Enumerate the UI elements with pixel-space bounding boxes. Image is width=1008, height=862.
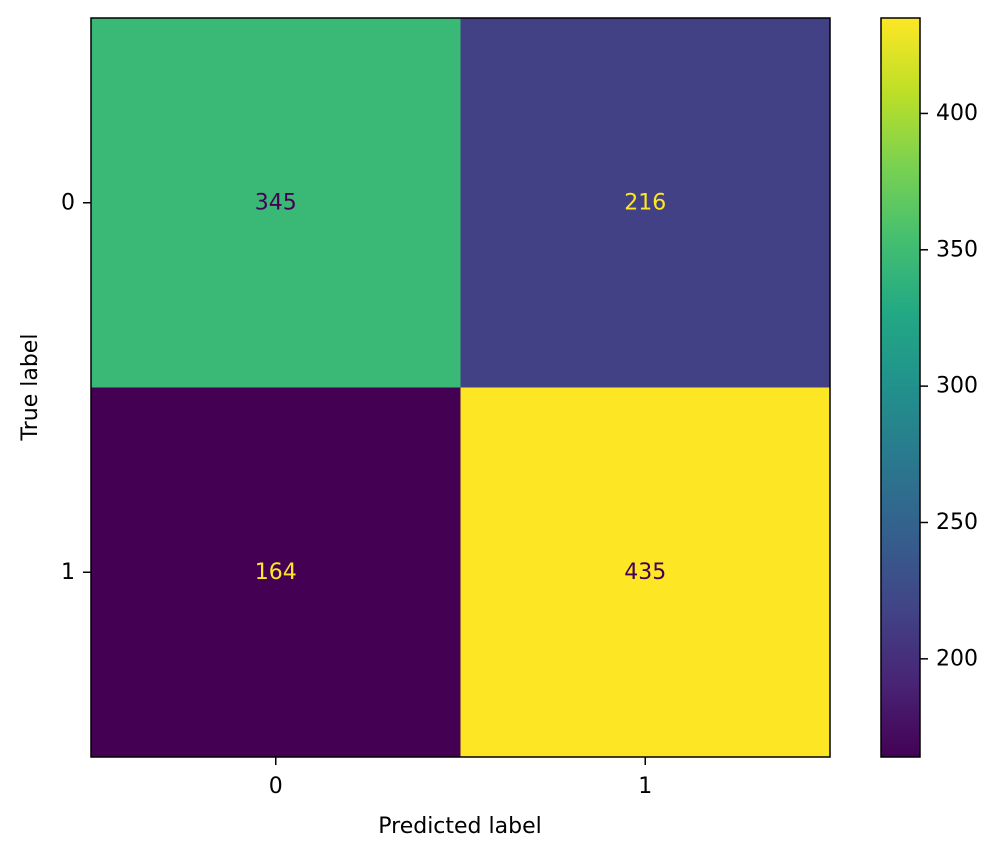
plot-frame xyxy=(90,17,831,758)
heatmap-cell-0-0 xyxy=(91,18,461,388)
colorbar-tick-label-250: 250 xyxy=(936,510,978,535)
heatmap-cell-0-1 xyxy=(460,18,830,388)
colorbar-tick-label-350: 350 xyxy=(936,237,978,262)
cell-value-label-0-1: 216 xyxy=(624,190,666,215)
heatmap-cell-1-0 xyxy=(91,387,461,757)
x-axis-label: Predicted label xyxy=(378,814,541,839)
colorbar: 200 250 300 350 400 xyxy=(880,17,978,758)
y-axis-ticks: 01 xyxy=(61,190,91,585)
y-tick-label-1: 1 xyxy=(61,560,75,585)
x-tick-label-1: 1 xyxy=(638,774,652,799)
x-tick-label-0: 0 xyxy=(269,774,283,799)
colorbar-tick-label-400: 400 xyxy=(936,101,978,126)
heatmap-cells xyxy=(91,18,830,757)
cell-value-labels: 345 216 164 435 xyxy=(255,190,667,585)
colorbar-gradient xyxy=(880,17,921,758)
cell-value-label-1-0: 164 xyxy=(255,560,297,585)
heatmap-cell-1-1 xyxy=(460,387,830,757)
colorbar-ticks: 200 250 300 350 400 xyxy=(920,101,978,671)
cell-value-label-1-1: 435 xyxy=(624,560,666,585)
y-axis-label: True label xyxy=(18,334,43,442)
colorbar-tick-label-300: 300 xyxy=(936,374,978,399)
cell-value-label-0-0: 345 xyxy=(255,190,297,215)
y-tick-label-0: 0 xyxy=(61,190,75,215)
colorbar-tick-label-200: 200 xyxy=(936,646,978,671)
